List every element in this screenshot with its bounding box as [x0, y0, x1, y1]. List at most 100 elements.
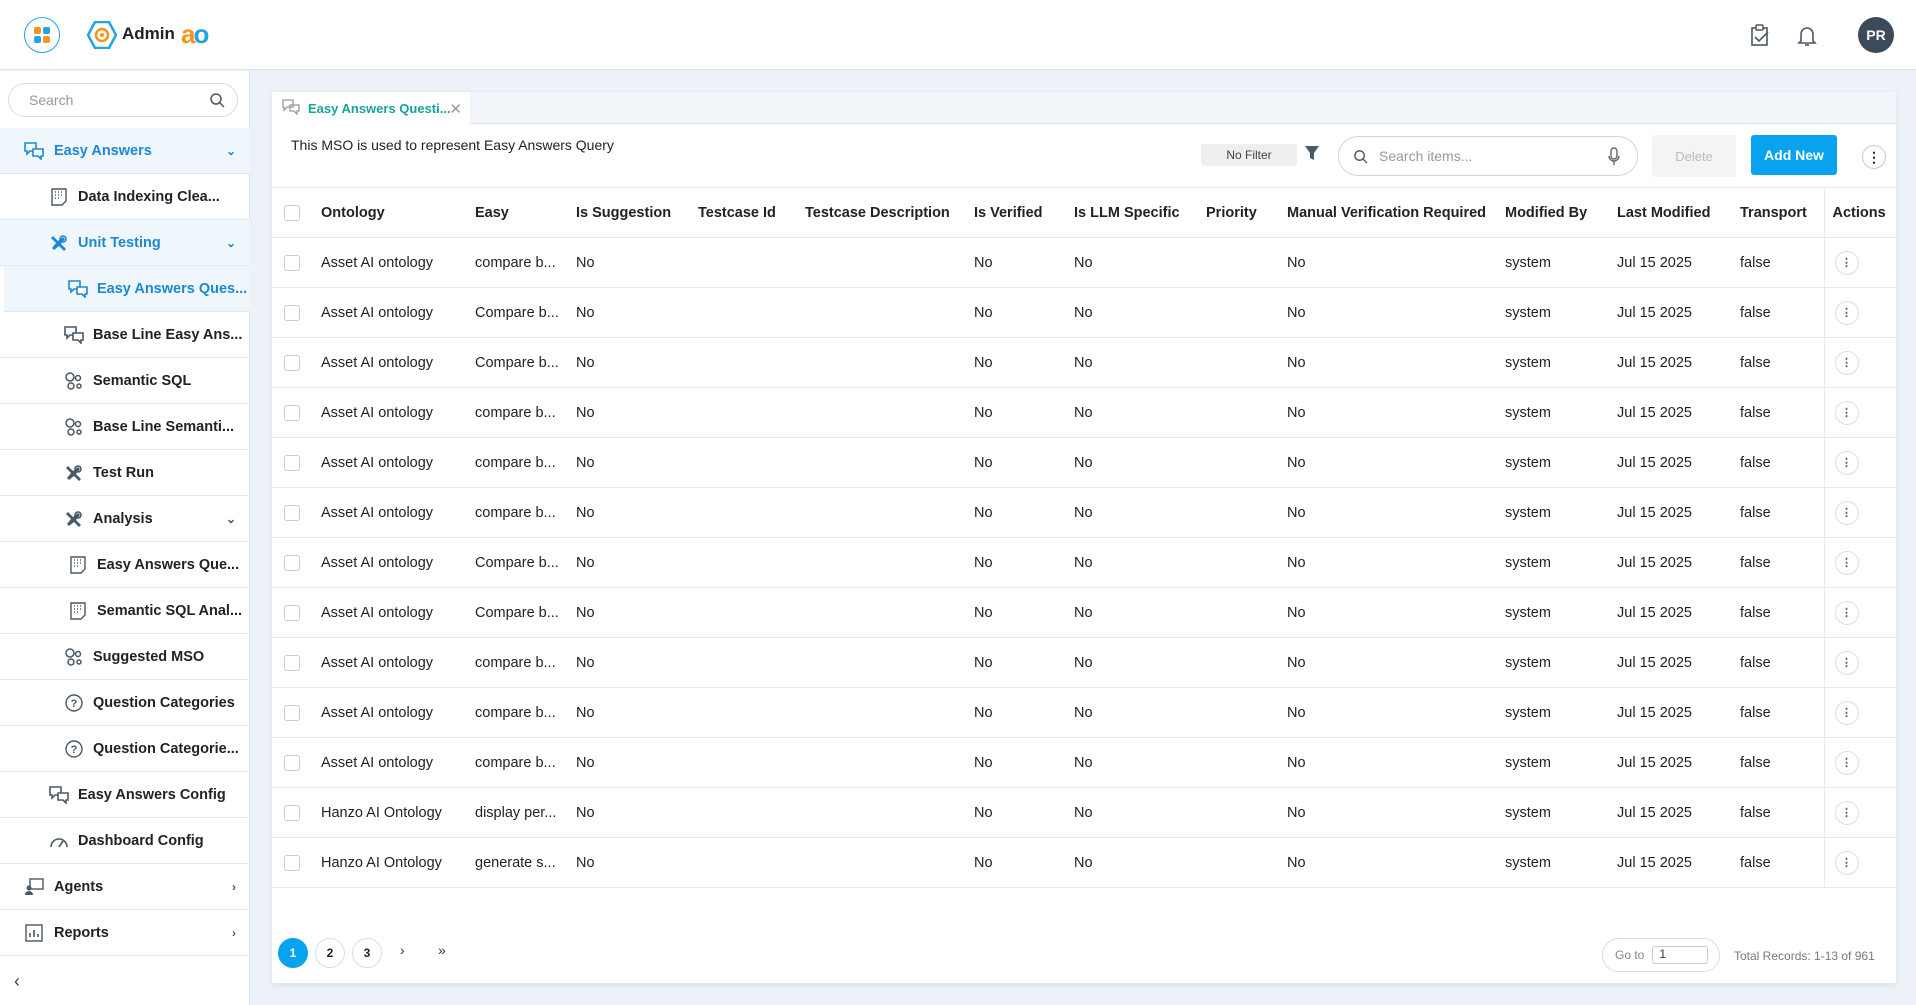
- column-header[interactable]: Actions: [1823, 187, 1896, 238]
- row-checkbox[interactable]: [284, 354, 300, 371]
- row-actions-button[interactable]: ⋮: [1834, 650, 1859, 675]
- row-checkbox[interactable]: [284, 504, 300, 521]
- close-tab-icon[interactable]: ✕: [449, 100, 462, 118]
- column-header[interactable]: Testcase Id: [698, 187, 805, 238]
- table-row[interactable]: Asset AI ontology Compare b... No No No No sys…: [272, 537, 1896, 588]
- table-row[interactable]: Asset AI ontology compare b... No No No No sys…: [272, 687, 1896, 738]
- sidebar-item-agents[interactable]: Agents ›: [0, 864, 250, 910]
- column-header[interactable]: Easy: [475, 187, 576, 238]
- delete-button[interactable]: Delete: [1652, 135, 1736, 177]
- table-row[interactable]: Hanzo AI Ontology generate s... No No No No sy…: [272, 837, 1896, 888]
- search-items-input[interactable]: Search items...: [1338, 136, 1638, 176]
- column-header[interactable]: Testcase Description: [805, 187, 974, 238]
- row-actions-button[interactable]: ⋮: [1834, 250, 1859, 275]
- table-row[interactable]: Hanzo AI Ontology display per... No No No No s…: [272, 787, 1896, 838]
- next-page-button[interactable]: ›: [400, 942, 405, 958]
- row-actions-button[interactable]: ⋮: [1834, 300, 1859, 325]
- sidebar-item-analysis[interactable]: Analysis ⌄: [0, 496, 250, 542]
- column-header[interactable]: Modified By: [1505, 187, 1617, 238]
- table-row[interactable]: Asset AI ontology Compare b... No No No No sys…: [272, 587, 1896, 638]
- row-actions-button[interactable]: ⋮: [1834, 600, 1859, 625]
- sidebar-item-question-categories[interactable]: ? Question Categories: [0, 680, 250, 726]
- select-all-cell: [272, 187, 321, 238]
- row-checkbox[interactable]: [284, 704, 300, 721]
- tab-easy-answers-questions[interactable]: Easy Answers Questi... ✕: [272, 92, 470, 125]
- row-actions-button[interactable]: ⋮: [1834, 400, 1859, 425]
- column-header[interactable]: Manual Verification Required: [1287, 187, 1505, 238]
- clipboard-check-icon[interactable]: [1750, 24, 1770, 50]
- sidebar-item-question-categorie[interactable]: ? Question Categorie...: [0, 726, 250, 772]
- table-row[interactable]: Asset AI ontology compare b... No No No No sys…: [272, 237, 1896, 288]
- collapse-sidebar-button[interactable]: ‹: [14, 971, 20, 991]
- row-checkbox[interactable]: [284, 804, 300, 821]
- last-page-button[interactable]: »: [438, 942, 446, 958]
- page-2-button[interactable]: 2: [315, 938, 345, 968]
- table-row[interactable]: Asset AI ontology compare b... No No No No sys…: [272, 487, 1896, 538]
- sidebar-item-easy-answers-ques[interactable]: Easy Answers Ques...: [4, 266, 250, 312]
- sidebar-item-dashboard-config[interactable]: Dashboard Config: [0, 818, 250, 864]
- chevron-right-icon[interactable]: ›: [232, 879, 236, 894]
- row-checkbox[interactable]: [284, 654, 300, 671]
- chevron-down-icon[interactable]: ⌄: [225, 511, 236, 526]
- sidebar-item-reports[interactable]: Reports ›: [0, 910, 250, 956]
- row-checkbox[interactable]: [284, 254, 300, 271]
- chevron-right-icon[interactable]: ›: [232, 925, 236, 940]
- app-logo-icon[interactable]: [24, 17, 60, 53]
- row-actions-button[interactable]: ⋮: [1834, 800, 1859, 825]
- table-row[interactable]: Asset AI ontology compare b... No No No No sys…: [272, 637, 1896, 688]
- row-checkbox[interactable]: [284, 604, 300, 621]
- column-header[interactable]: Priority: [1206, 187, 1287, 238]
- sidebar-item-data-indexing-clea[interactable]: Data Indexing Clea...: [0, 174, 250, 220]
- row-actions-button[interactable]: ⋮: [1834, 700, 1859, 725]
- sidebar-item-semantic-sql[interactable]: Semantic SQL: [0, 358, 250, 404]
- sidebar-item-semantic-sql-anal[interactable]: Semantic SQL Anal...: [0, 588, 250, 634]
- row-checkbox[interactable]: [284, 554, 300, 571]
- row-checkbox[interactable]: [284, 454, 300, 471]
- row-actions-button[interactable]: ⋮: [1834, 850, 1859, 875]
- microphone-icon[interactable]: [1607, 147, 1621, 170]
- row-checkbox[interactable]: [284, 404, 300, 421]
- row-actions-button[interactable]: ⋮: [1834, 450, 1859, 475]
- table-row[interactable]: Asset AI ontology compare b... No No No No sys…: [272, 737, 1896, 788]
- avatar[interactable]: PR: [1858, 17, 1894, 53]
- page-1-button[interactable]: 1: [278, 938, 308, 968]
- sidebar-search-input[interactable]: Search: [8, 83, 238, 117]
- table-row[interactable]: Asset AI ontology compare b... No No No No sys…: [272, 387, 1896, 438]
- row-checkbox[interactable]: [284, 754, 300, 771]
- chevron-down-icon[interactable]: ⌄: [225, 235, 236, 250]
- table-row[interactable]: Asset AI ontology compare b... No No No No sys…: [272, 437, 1896, 488]
- more-options-button[interactable]: ⋮: [1862, 145, 1886, 169]
- sidebar-item-base-line-semanti[interactable]: Base Line Semanti...: [0, 404, 250, 450]
- table-cell: [698, 687, 805, 738]
- row-actions-button[interactable]: ⋮: [1834, 750, 1859, 775]
- column-header[interactable]: Ontology: [321, 187, 475, 238]
- sidebar-item-easy-answers-config[interactable]: Easy Answers Config: [0, 772, 250, 818]
- page-3-button[interactable]: 3: [352, 938, 382, 968]
- table-cell: system: [1505, 637, 1617, 688]
- goto-page-input[interactable]: 1: [1652, 946, 1709, 964]
- column-header[interactable]: Last Modified: [1617, 187, 1740, 238]
- row-actions-button[interactable]: ⋮: [1834, 550, 1859, 575]
- sidebar-item-test-run[interactable]: Test Run: [0, 450, 250, 496]
- column-header[interactable]: Is LLM Specific: [1074, 187, 1206, 238]
- table-row[interactable]: Asset AI ontology Compare b... No No No No sys…: [272, 287, 1896, 338]
- filter-icon[interactable]: [1304, 145, 1320, 165]
- row-actions-button[interactable]: ⋮: [1834, 500, 1859, 525]
- chevron-down-icon[interactable]: ⌄: [225, 143, 236, 158]
- sidebar-item-easy-answers[interactable]: Easy Answers ⌄: [0, 128, 250, 174]
- column-header[interactable]: Is Suggestion: [576, 187, 698, 238]
- column-header[interactable]: Is Verified: [974, 187, 1074, 238]
- row-checkbox[interactable]: [284, 304, 300, 321]
- sidebar-item-unit-testing[interactable]: Unit Testing ⌄: [0, 220, 250, 266]
- sidebar-item-suggested-mso[interactable]: Suggested MSO: [0, 634, 250, 680]
- add-new-button[interactable]: Add New: [1751, 135, 1837, 175]
- row-actions-button[interactable]: ⋮: [1834, 350, 1859, 375]
- select-all-checkbox[interactable]: [284, 204, 300, 221]
- column-header[interactable]: Transport: [1740, 187, 1824, 238]
- sidebar-item-easy-answers-que[interactable]: Easy Answers Que...: [0, 542, 250, 588]
- table-row[interactable]: Asset AI ontology Compare b... No No No No sys…: [272, 337, 1896, 388]
- sidebar-item-base-line-easy-ans[interactable]: Base Line Easy Ans...: [0, 312, 250, 358]
- bell-icon[interactable]: [1795, 24, 1819, 52]
- filter-select[interactable]: No Filter: [1201, 144, 1297, 166]
- row-checkbox[interactable]: [284, 854, 300, 871]
